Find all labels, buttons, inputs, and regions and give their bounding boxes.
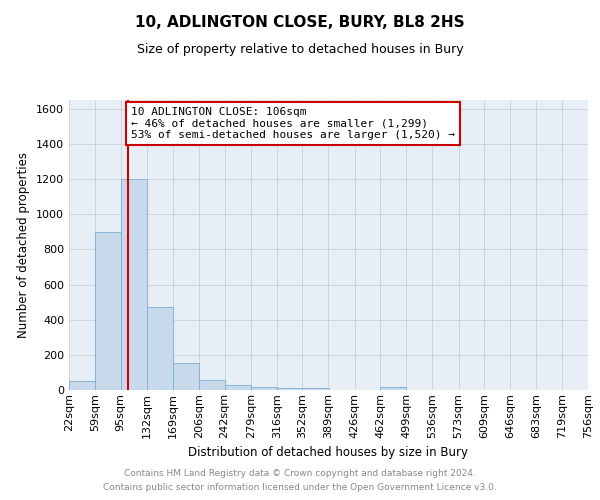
Text: 10, ADLINGTON CLOSE, BURY, BL8 2HS: 10, ADLINGTON CLOSE, BURY, BL8 2HS <box>135 15 465 30</box>
Y-axis label: Number of detached properties: Number of detached properties <box>17 152 31 338</box>
Text: 10 ADLINGTON CLOSE: 106sqm
← 46% of detached houses are smaller (1,299)
53% of s: 10 ADLINGTON CLOSE: 106sqm ← 46% of deta… <box>131 108 455 140</box>
Bar <box>380 388 406 390</box>
Bar <box>224 385 251 390</box>
Bar <box>251 387 277 390</box>
Bar <box>69 381 95 390</box>
Bar <box>121 179 147 390</box>
Bar <box>302 388 329 390</box>
Bar <box>173 363 199 390</box>
Bar <box>147 308 173 390</box>
Text: Size of property relative to detached houses in Bury: Size of property relative to detached ho… <box>137 42 463 56</box>
Text: Contains HM Land Registry data © Crown copyright and database right 2024.: Contains HM Land Registry data © Crown c… <box>124 468 476 477</box>
Bar <box>199 380 225 390</box>
X-axis label: Distribution of detached houses by size in Bury: Distribution of detached houses by size … <box>188 446 469 459</box>
Bar <box>277 388 303 390</box>
Text: Contains public sector information licensed under the Open Government Licence v3: Contains public sector information licen… <box>103 484 497 492</box>
Bar <box>95 232 121 390</box>
